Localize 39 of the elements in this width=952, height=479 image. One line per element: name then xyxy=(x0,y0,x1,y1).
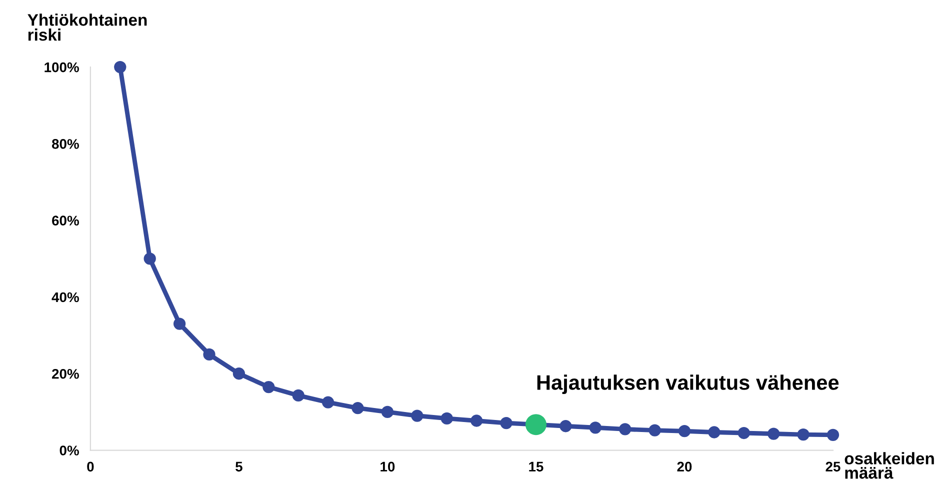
point xyxy=(708,426,720,438)
point xyxy=(381,406,394,418)
y-tick-label: 80% xyxy=(52,139,79,149)
point xyxy=(232,368,246,380)
point xyxy=(411,410,424,422)
point xyxy=(322,396,334,408)
x-tick-label: 5 xyxy=(236,462,242,472)
y-tick-label: 20% xyxy=(52,368,79,379)
point xyxy=(619,423,632,436)
point xyxy=(470,414,483,427)
point xyxy=(173,318,186,330)
point xyxy=(560,420,572,432)
point xyxy=(768,428,780,440)
y-tick-label: 100% xyxy=(44,62,79,72)
point xyxy=(352,402,364,414)
point xyxy=(500,416,512,430)
x-tick-label: 25 xyxy=(826,462,840,472)
x-tick-label: 15 xyxy=(529,462,544,472)
point xyxy=(826,428,840,442)
point xyxy=(589,422,602,434)
x-tick-label: 0 xyxy=(87,462,94,472)
annotation: Hajautuksen vaikutus vähenee xyxy=(537,374,839,394)
x-axis-title: osakkeiden määrä xyxy=(844,452,934,479)
x-tick-label: 20 xyxy=(677,462,692,472)
point xyxy=(678,425,691,438)
point xyxy=(797,428,810,441)
point xyxy=(648,424,661,436)
point xyxy=(203,348,216,361)
point xyxy=(144,252,156,265)
y-tick-label: 0% xyxy=(60,446,79,456)
point xyxy=(262,380,275,394)
y-axis-title: Yhtiökohtainen riski xyxy=(28,14,147,41)
y-tick-label: 40% xyxy=(52,292,79,302)
point xyxy=(738,426,750,440)
y-tick-label: 60% xyxy=(52,216,79,226)
point xyxy=(114,60,126,74)
point xyxy=(440,412,453,425)
point xyxy=(292,389,304,402)
x-tick-label: 10 xyxy=(380,462,395,472)
